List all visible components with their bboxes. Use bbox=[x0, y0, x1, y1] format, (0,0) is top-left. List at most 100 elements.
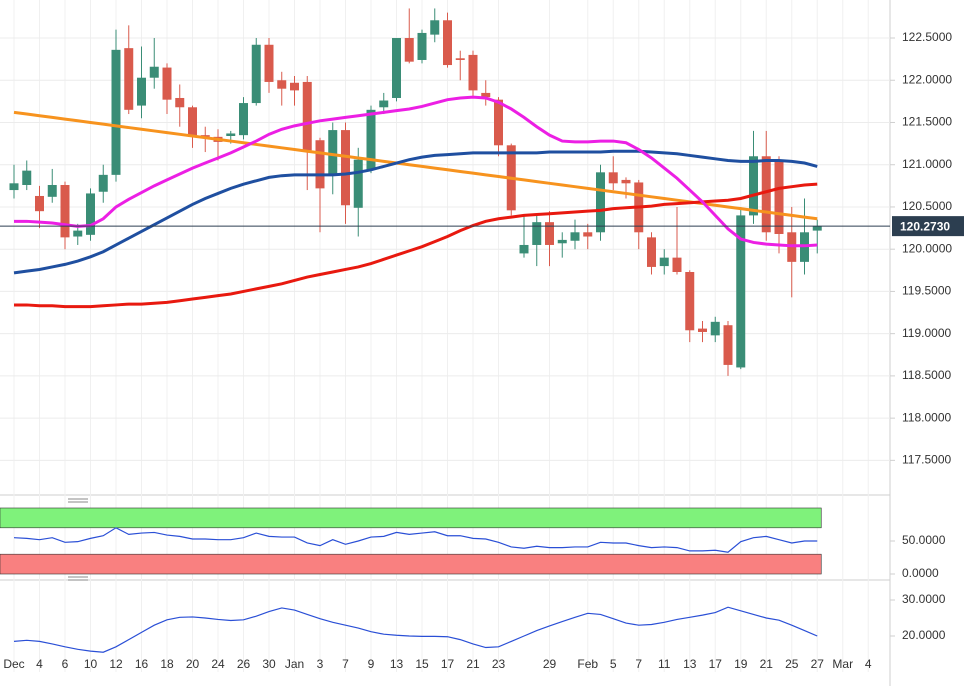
candle-body bbox=[647, 237, 656, 267]
x-tick-label: 27 bbox=[811, 657, 825, 671]
candle-body bbox=[239, 103, 248, 136]
candle-body bbox=[175, 97, 185, 108]
candle-body bbox=[685, 271, 695, 331]
indicator-line bbox=[13, 606, 818, 653]
candle-body bbox=[417, 32, 427, 60]
candle-body bbox=[723, 325, 733, 365]
candle-body bbox=[570, 232, 580, 241]
candle-body bbox=[443, 20, 452, 66]
y-tick-label: 120.5000 bbox=[902, 199, 952, 213]
candle-body bbox=[812, 226, 822, 231]
candle-body bbox=[761, 156, 771, 233]
x-tick-label: Mar bbox=[832, 657, 853, 671]
candle-body bbox=[404, 38, 414, 62]
candle-body bbox=[341, 130, 350, 206]
candle-body bbox=[98, 174, 108, 192]
x-tick-label: 7 bbox=[635, 657, 642, 671]
x-tick-label: 4 bbox=[36, 657, 43, 671]
candle-body bbox=[124, 48, 134, 110]
y-tick-label: 118.5000 bbox=[902, 368, 951, 382]
candle-body bbox=[353, 159, 363, 208]
candle-body bbox=[481, 92, 491, 98]
candle-body bbox=[277, 80, 287, 89]
x-tick-label: 12 bbox=[109, 657, 123, 671]
candle-body bbox=[672, 257, 682, 272]
candle-body bbox=[519, 244, 529, 254]
moving-average bbox=[13, 110, 818, 221]
y-tick-label: 120.0000 bbox=[902, 241, 952, 255]
y-tick-label: 122.0000 bbox=[902, 72, 952, 86]
candle-body bbox=[698, 328, 707, 332]
x-tick-label: 6 bbox=[62, 657, 69, 671]
candle-body bbox=[35, 195, 44, 212]
candle-body bbox=[710, 321, 720, 336]
candle-body bbox=[621, 179, 631, 184]
last-price-label: 120.2730 bbox=[900, 219, 950, 233]
candle-body bbox=[162, 67, 172, 100]
indicator-line bbox=[13, 527, 818, 553]
x-tick-label: 3 bbox=[317, 657, 324, 671]
x-tick-label: 24 bbox=[211, 657, 225, 671]
y-tick-label: 20.0000 bbox=[902, 628, 946, 642]
candle-body bbox=[73, 230, 83, 237]
candle-body bbox=[251, 44, 261, 104]
candle-body bbox=[226, 133, 236, 136]
candle-body bbox=[545, 222, 554, 245]
candle-body bbox=[328, 130, 338, 175]
x-tick-label: 16 bbox=[135, 657, 149, 671]
y-tick-label: 121.5000 bbox=[902, 115, 952, 129]
candle-body bbox=[379, 100, 389, 108]
candle-body bbox=[596, 172, 605, 233]
candle-body bbox=[9, 183, 19, 191]
indicator-band bbox=[0, 507, 822, 529]
candle-body bbox=[468, 54, 478, 91]
candle-body bbox=[264, 44, 274, 82]
candle-body bbox=[302, 81, 312, 151]
indicator-band bbox=[0, 553, 822, 575]
candle-body bbox=[290, 82, 299, 91]
candle-body bbox=[608, 172, 618, 184]
panel: 122.5000 122.0000 121.5000 121.0000 120.5000… bbox=[0, 8, 964, 467]
candle-body bbox=[200, 135, 210, 137]
x-tick-label: Jan bbox=[285, 657, 304, 671]
y-tick-label: 122.5000 bbox=[902, 30, 952, 44]
x-tick-label: 7 bbox=[342, 657, 349, 671]
candle-body bbox=[736, 215, 746, 368]
x-tick-label: 15 bbox=[415, 657, 429, 671]
candle-body bbox=[494, 99, 503, 146]
moving-average bbox=[13, 149, 818, 275]
x-tick-label: 18 bbox=[160, 657, 174, 671]
candle-body bbox=[111, 49, 121, 175]
candle-body bbox=[455, 58, 465, 60]
x-tick-label: 11 bbox=[658, 657, 671, 671]
candle-body bbox=[315, 140, 325, 189]
y-tick-label: 119.0000 bbox=[902, 326, 951, 340]
panel: 50.0000 0.0000 bbox=[0, 507, 946, 580]
candle-body bbox=[22, 170, 32, 185]
candle-body bbox=[557, 239, 567, 244]
x-tick-label: 26 bbox=[237, 657, 251, 671]
y-tick-label: 118.0000 bbox=[902, 410, 951, 424]
x-tick-label: Dec bbox=[3, 657, 24, 671]
y-tick-label: 117.5000 bbox=[902, 453, 951, 467]
x-tick-label: 25 bbox=[785, 657, 799, 671]
x-tick-label: 23 bbox=[492, 657, 506, 671]
x-tick-label: 13 bbox=[390, 657, 404, 671]
candle-body bbox=[749, 156, 758, 216]
candle-body bbox=[188, 107, 197, 137]
candle-body bbox=[149, 66, 159, 78]
drag-handle[interactable] bbox=[68, 498, 88, 503]
x-tick-label: 30 bbox=[262, 657, 276, 671]
x-tick-label: Feb bbox=[577, 657, 598, 671]
x-tick-label: 13 bbox=[683, 657, 697, 671]
x-tick-label: 5 bbox=[610, 657, 617, 671]
drag-handle[interactable] bbox=[68, 576, 88, 581]
x-tick-label: 21 bbox=[760, 657, 774, 671]
candle-body bbox=[583, 232, 593, 237]
x-tick-label: 17 bbox=[709, 657, 723, 671]
y-tick-label: 30.0000 bbox=[902, 592, 946, 606]
y-tick-label: 119.5000 bbox=[902, 284, 951, 298]
x-tick-label: 20 bbox=[186, 657, 200, 671]
candle-body bbox=[86, 193, 95, 235]
